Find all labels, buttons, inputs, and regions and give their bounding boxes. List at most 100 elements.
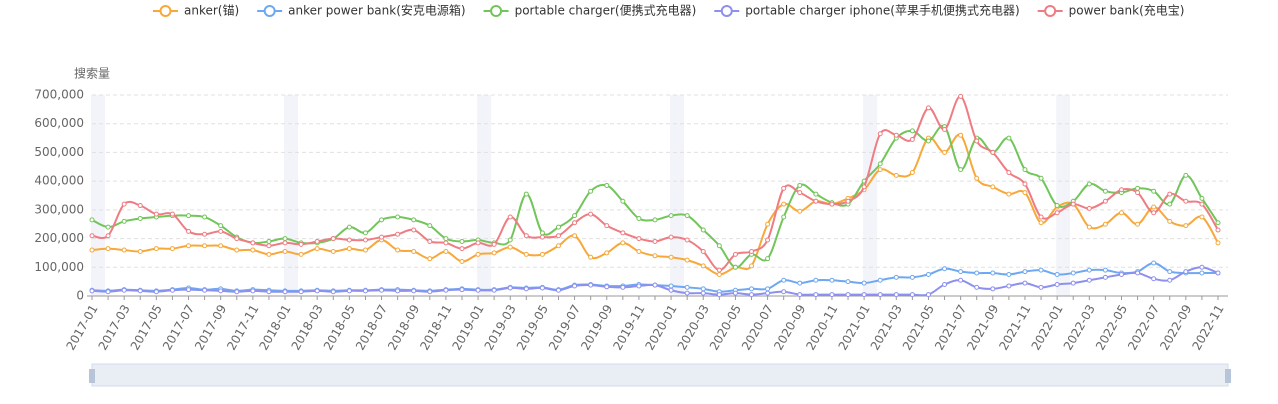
x-tick-label: 2022-11 (1189, 302, 1226, 352)
point (572, 283, 578, 289)
point (765, 256, 771, 262)
point (1215, 220, 1221, 226)
point (427, 289, 433, 295)
point (684, 290, 690, 296)
point (877, 292, 883, 298)
point (555, 224, 561, 230)
point (781, 185, 787, 191)
point (572, 213, 578, 219)
point (395, 288, 401, 294)
point (523, 251, 529, 257)
point (459, 238, 465, 244)
y-tick-label: 100,000 (34, 260, 84, 274)
legend-label: power bank(充电宝) (1069, 3, 1185, 18)
band (477, 95, 492, 296)
point (1102, 188, 1108, 194)
zoom-handle[interactable] (1225, 369, 1231, 383)
point (797, 292, 803, 298)
point (362, 237, 368, 243)
point (861, 184, 867, 190)
point (1006, 170, 1012, 176)
point (668, 283, 674, 289)
point (395, 214, 401, 220)
point (202, 231, 208, 237)
point (781, 289, 787, 295)
point (1086, 205, 1092, 211)
legend-item[interactable]: anker power bank(安克电源箱) (257, 3, 466, 18)
legend-item[interactable]: power bank(充电宝) (1037, 3, 1185, 18)
point (169, 211, 175, 217)
point (1183, 223, 1189, 229)
point (716, 292, 722, 298)
point (1151, 276, 1157, 282)
legend-icon (720, 5, 733, 17)
point (958, 167, 964, 173)
point (137, 248, 143, 254)
point (942, 149, 948, 155)
point (636, 248, 642, 254)
point (1167, 218, 1173, 224)
point (282, 248, 288, 254)
point (732, 264, 738, 270)
point (1022, 190, 1028, 196)
point (636, 283, 642, 289)
point (942, 282, 948, 288)
legend-icon (159, 5, 172, 17)
point (443, 240, 449, 246)
point (684, 257, 690, 263)
legend: anker(锚) anker power bank(安克电源箱) portable … (153, 3, 1184, 18)
legend-item[interactable]: anker(锚) (153, 3, 239, 18)
point (314, 288, 320, 294)
point (443, 287, 449, 293)
point (620, 284, 626, 290)
point (1054, 210, 1060, 216)
point (1135, 190, 1141, 196)
point (491, 250, 497, 256)
point (893, 274, 899, 280)
point (1006, 271, 1012, 277)
point (1199, 201, 1205, 207)
point (186, 243, 192, 249)
point (105, 246, 111, 252)
point (1215, 270, 1221, 276)
point (218, 223, 224, 229)
point (909, 128, 915, 134)
point (266, 238, 272, 244)
point (829, 201, 835, 207)
point (668, 213, 674, 219)
point (732, 251, 738, 257)
point (186, 213, 192, 219)
y-axis-label: 搜索量 (74, 66, 110, 81)
point (700, 263, 706, 269)
legend-item[interactable]: portable charger(便携式充电器) (483, 3, 697, 18)
point (1102, 274, 1108, 280)
legend-item[interactable]: portable charger iphone(苹果手机便携式充电器) (714, 3, 1020, 18)
point (266, 251, 272, 257)
point (572, 220, 578, 226)
data-zoom[interactable] (89, 363, 1231, 387)
point (700, 248, 706, 254)
legend-icon (490, 5, 503, 17)
point (749, 292, 755, 298)
point (1118, 271, 1124, 277)
point (1070, 280, 1076, 286)
point (1102, 221, 1108, 227)
point (250, 288, 256, 294)
point (443, 248, 449, 254)
point (234, 289, 240, 295)
point (749, 286, 755, 292)
point (1151, 204, 1157, 210)
band (284, 95, 299, 296)
point (1199, 195, 1205, 201)
band (1056, 95, 1071, 296)
point (781, 201, 787, 207)
point (604, 223, 610, 229)
point (813, 292, 819, 298)
point (1038, 267, 1044, 273)
point (588, 188, 594, 194)
series-line (91, 124, 1219, 269)
point (539, 251, 545, 257)
point (974, 175, 980, 181)
point (105, 289, 111, 295)
zoom-handle[interactable] (89, 369, 95, 383)
